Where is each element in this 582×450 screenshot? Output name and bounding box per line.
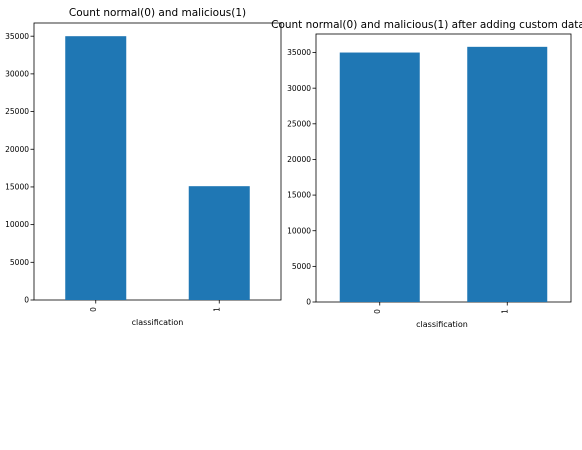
y-tick-label: 10000 <box>5 220 29 229</box>
x-axis-label: classification <box>416 320 468 329</box>
y-tick-label: 0 <box>306 298 311 307</box>
chart-title: Count normal(0) and malicious(1) <box>69 7 246 19</box>
y-tick-label: 15000 <box>287 191 311 200</box>
chart-right: Count normal(0) and malicious(1) after a… <box>271 19 582 329</box>
y-axis: 0 5000 10000 15000 20000 25000 30000 35000 <box>5 32 34 305</box>
plot-frame <box>33 22 282 301</box>
y-tick-label: 15000 <box>5 183 29 192</box>
y-tick-label: 20000 <box>287 155 311 164</box>
plot-frame <box>315 33 572 303</box>
x-tick-label: 0 <box>373 309 382 314</box>
y-tick-label: 35000 <box>5 32 29 41</box>
bar-0 <box>339 52 420 302</box>
chart-left: Count normal(0) and malicious(1) 0500010… <box>5 7 282 327</box>
bar-0 <box>65 36 127 300</box>
x-tick-label: 1 <box>500 309 509 314</box>
x-tick-label: 0 <box>89 307 98 312</box>
y-tick-label: 10000 <box>287 226 311 235</box>
y-tick-label: 25000 <box>5 107 29 116</box>
y-tick-label: 35000 <box>287 48 311 57</box>
y-tick-label: 25000 <box>287 119 311 128</box>
y-tick-label: 30000 <box>287 84 311 93</box>
y-tick-label: 0 <box>24 296 29 305</box>
y-tick-label: 20000 <box>5 145 29 154</box>
x-tick-label: 1 <box>212 307 221 312</box>
y-tick-label: 5000 <box>292 262 311 271</box>
bar-1 <box>188 186 250 300</box>
bars <box>339 46 548 302</box>
y-tick-label: 5000 <box>10 258 29 267</box>
bar-1 <box>467 46 548 302</box>
y-tick-label: 30000 <box>5 69 29 78</box>
y-axis: 0 5000 10000 15000 20000 25000 30000 35000 <box>287 48 316 307</box>
bars <box>65 36 250 300</box>
chart-title: Count normal(0) and malicious(1) after a… <box>271 19 582 31</box>
x-axis-label: classification <box>132 318 184 327</box>
